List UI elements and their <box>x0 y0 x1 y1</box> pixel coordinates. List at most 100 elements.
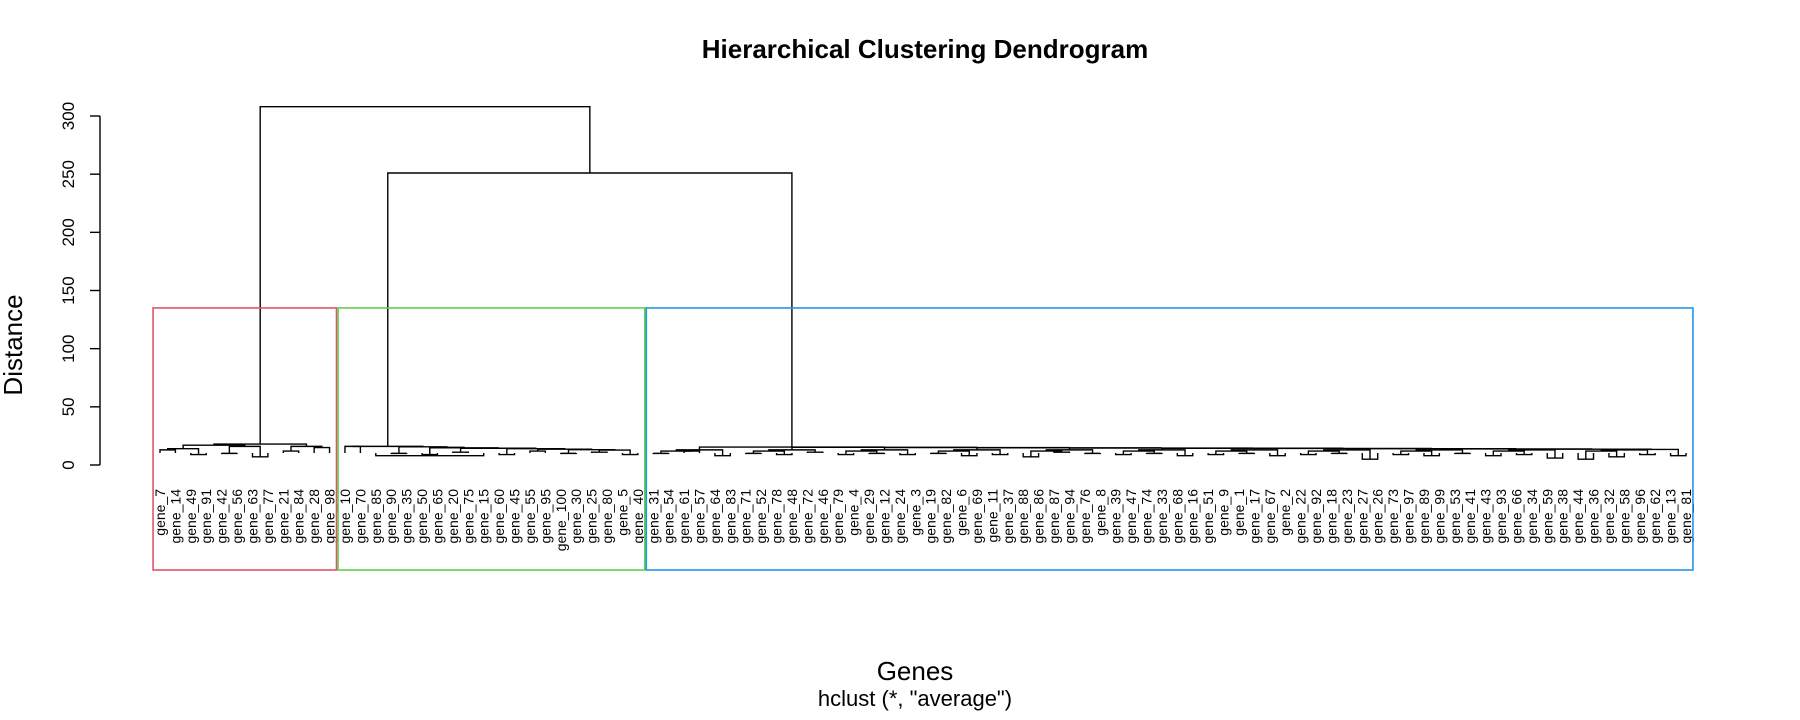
leaf-label: gene_16 <box>1185 489 1201 544</box>
leaf-label: gene_99 <box>1431 489 1447 544</box>
leaf-label: gene_59 <box>1539 489 1555 544</box>
leaf-label: gene_42 <box>214 489 230 544</box>
leaf-label: gene_58 <box>1616 489 1632 544</box>
leaf-label: gene_50 <box>414 489 430 544</box>
leaf-label: gene_27 <box>1354 489 1370 544</box>
leaf-label: gene_8 <box>1092 489 1108 536</box>
leaf-label: gene_31 <box>645 489 661 544</box>
leaf-label: gene_79 <box>830 489 846 544</box>
leaf-label: gene_77 <box>260 489 276 544</box>
leaf-label: gene_21 <box>275 489 291 544</box>
leaf-label: gene_38 <box>1555 489 1571 544</box>
y-axis-title: Distance <box>0 294 28 395</box>
leaf-label: gene_51 <box>1200 489 1216 544</box>
leaf-label: gene_10 <box>337 489 353 544</box>
leaf-label: gene_44 <box>1570 489 1586 544</box>
leaf-label: gene_19 <box>923 489 939 544</box>
leaf-label: gene_53 <box>1447 489 1463 544</box>
leaf-label: gene_91 <box>198 489 214 544</box>
leaf-label: gene_39 <box>1108 489 1124 544</box>
leaf-label: gene_41 <box>1462 489 1478 544</box>
dendrogram-link <box>683 450 701 453</box>
dendrogram-link <box>1230 449 1279 456</box>
leaf-label: gene_56 <box>229 489 245 544</box>
leaf-label: gene_47 <box>1123 489 1139 544</box>
leaf-label: gene_4 <box>846 489 862 536</box>
cluster-rectangle <box>337 307 646 571</box>
dendrogram-link <box>459 447 537 453</box>
leaf-label: gene_13 <box>1663 489 1679 544</box>
dendrogram-link <box>1415 449 1464 454</box>
leaf-label: gene_85 <box>368 489 384 544</box>
y-tick-label: 150 <box>59 276 78 304</box>
x-axis-title: Genes <box>877 656 954 686</box>
leaf-labels: gene_7 gene_14 gene_49 gene_91 gene_42 gene_5… <box>152 489 1694 552</box>
leaf-label: gene_68 <box>1169 489 1185 544</box>
leaf-label: gene_94 <box>1061 489 1077 544</box>
leaf-label: gene_70 <box>352 489 368 544</box>
leaf-label: gene_69 <box>969 489 985 544</box>
leaf-label: gene_81 <box>1678 489 1694 544</box>
leaf-label: gene_84 <box>291 489 307 544</box>
dendrogram-link <box>953 449 1001 455</box>
leaf-label: gene_64 <box>707 489 723 544</box>
dendrogram-link <box>290 445 323 452</box>
y-tick-label: 0 <box>59 460 78 469</box>
y-axis: 0 50 100 150 200 250 300 <box>59 102 101 470</box>
chart-title: Hierarchical Clustering Dendrogram <box>702 34 1148 64</box>
dendrogram-link <box>1138 449 1186 456</box>
dendrogram-link <box>344 445 362 453</box>
leaf-label: gene_87 <box>1046 489 1062 544</box>
leaf-label: gene_86 <box>1031 489 1047 544</box>
y-tick-label: 200 <box>59 218 78 246</box>
leaf-label: gene_11 <box>984 489 1000 543</box>
leaf-label: gene_32 <box>1601 489 1617 544</box>
leaf-label: gene_20 <box>445 489 461 544</box>
leaf-label: gene_67 <box>1262 489 1278 544</box>
y-tick-label: 300 <box>59 102 78 130</box>
leaf-label: gene_98 <box>322 489 338 544</box>
leaf-label: gene_22 <box>1293 489 1309 544</box>
leaf-label: gene_71 <box>738 489 754 544</box>
cluster-rectangle <box>645 307 1694 571</box>
leaf-label: gene_34 <box>1524 489 1540 544</box>
leaf-label: gene_78 <box>769 489 785 544</box>
leaf-label: gene_25 <box>584 489 600 544</box>
leaf-label: gene_88 <box>1015 489 1031 544</box>
leaf-label: gene_2 <box>1277 489 1293 536</box>
leaf-label: gene_43 <box>1478 489 1494 544</box>
dendrogram-link <box>259 105 591 445</box>
leaf-label: gene_75 <box>460 489 476 544</box>
dendrogram-link <box>228 445 261 457</box>
leaf-label: gene_15 <box>476 489 492 544</box>
y-tick-label: 100 <box>59 334 78 362</box>
leaf-label: gene_55 <box>522 489 538 544</box>
leaf-label: gene_82 <box>938 489 954 544</box>
leaf-label: gene_74 <box>1139 489 1155 544</box>
leaf-label: gene_3 <box>907 489 923 536</box>
leaf-label: gene_62 <box>1647 489 1663 544</box>
leaf-label: gene_95 <box>537 489 553 544</box>
leaf-label: gene_5 <box>614 489 630 536</box>
dendrogram-link <box>590 451 608 453</box>
leaf-label: gene_26 <box>1370 489 1386 544</box>
leaf-label: gene_65 <box>429 489 445 544</box>
leaf-label: gene_23 <box>1339 489 1355 544</box>
leaf-label: gene_60 <box>491 489 507 544</box>
cluster-rectangles <box>152 307 1694 571</box>
leaf-label: gene_61 <box>676 489 692 544</box>
leaf-label: gene_14 <box>167 489 183 544</box>
dendrogram-link <box>529 450 547 453</box>
leaf-label: gene_90 <box>383 489 399 544</box>
leaf-label: gene_33 <box>1154 489 1170 544</box>
leaf-label: gene_72 <box>799 489 815 544</box>
dendrogram-link <box>976 447 1162 450</box>
leaf-label: gene_24 <box>892 489 908 544</box>
leaf-label: gene_80 <box>599 489 615 544</box>
dendrogram-links <box>159 105 1687 460</box>
leaf-label: gene_100 <box>553 489 569 552</box>
leaf-label: gene_49 <box>183 489 199 544</box>
dendrogram-link <box>860 449 909 455</box>
dendrogram-link <box>251 453 269 458</box>
leaf-label: gene_63 <box>244 489 260 544</box>
